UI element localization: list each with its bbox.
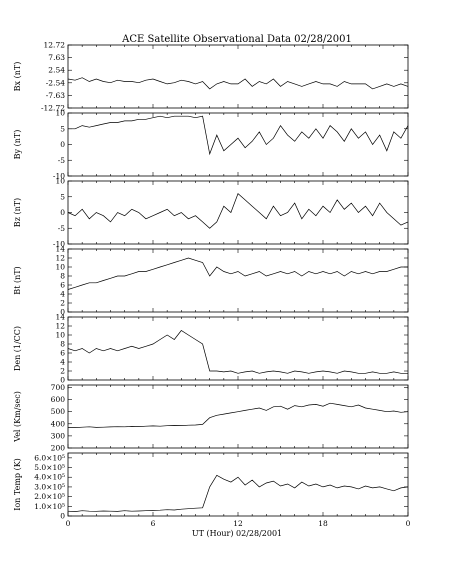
y-tick-label: 6	[60, 349, 65, 358]
y-tick-label: 10	[55, 331, 65, 340]
y-axis-label: Den (1/CC)	[13, 326, 22, 371]
y-tick-label: 0	[60, 140, 65, 149]
y-axis-label: Bx (nT)	[13, 62, 22, 92]
y-tick-label: 4.0×10⁵	[34, 473, 65, 482]
y-tick-label: -10	[53, 172, 65, 181]
y-tick-label: 5	[60, 124, 65, 133]
y-tick-label: 300	[51, 431, 66, 440]
y-tick-label: 7.63	[48, 53, 65, 62]
y-tick-label: 0	[60, 376, 65, 385]
y-tick-label: 12	[55, 322, 65, 331]
y-tick-label: 500	[51, 407, 66, 416]
y-tick-label: 4	[60, 290, 65, 299]
y-tick-label: 6.0×10⁵	[34, 453, 65, 462]
x-tick-label: 0	[66, 519, 71, 528]
x-tick-label: 12	[233, 519, 243, 528]
panel-frame	[67, 248, 409, 313]
data-series-line	[67, 402, 409, 428]
panel-frame	[67, 180, 409, 245]
panel-3: 10 5 0 -5 -10 Bz (nT)	[13, 177, 409, 249]
data-series-line	[67, 474, 409, 512]
y-tick-label: 2	[60, 299, 65, 308]
panel-1: 12.72 7.63 2.54 -2.54 -7.63 -12.72 Bx (nT)	[13, 41, 409, 113]
y-tick-label: -12.72	[41, 104, 65, 113]
y-tick-label: 10	[55, 109, 65, 118]
y-axis-label: Vel (Km/sec)	[13, 391, 22, 443]
panel-frame	[67, 384, 409, 449]
panel-6: 700 600 500 400 300 200 Vel (Km/sec)	[13, 383, 409, 453]
y-tick-label: 700	[51, 383, 66, 392]
y-axis-label: Bt (nT)	[13, 266, 22, 294]
data-series-line	[67, 193, 409, 229]
y-axis-label: Ion Temp (K)	[13, 458, 22, 511]
y-tick-label: 2.0×10⁵	[34, 492, 65, 501]
y-tick-label: 400	[51, 419, 66, 428]
y-tick-label: -2.54	[46, 78, 65, 87]
panel-frame	[67, 452, 409, 517]
x-tick-label: 18	[318, 519, 328, 528]
x-tick-label: 6	[151, 519, 156, 528]
y-tick-label: 6	[60, 281, 65, 290]
y-tick-label: -5	[58, 156, 66, 165]
y-tick-label: 2	[60, 367, 65, 376]
y-tick-label: 5.0×10⁵	[34, 463, 65, 472]
y-tick-label: 12.72	[44, 41, 66, 50]
y-tick-label: 600	[51, 395, 66, 404]
x-tick-labels: 0 6 12 18 0	[66, 519, 411, 528]
data-series-line	[67, 257, 408, 290]
y-tick-label: 4	[60, 358, 65, 367]
y-tick-label: 12	[55, 254, 65, 263]
data-series-line	[68, 115, 409, 156]
y-tick-label: -7.63	[46, 91, 65, 100]
y-tick-label: 0	[60, 512, 65, 521]
data-series-line	[67, 77, 409, 90]
y-tick-label: 14	[55, 245, 65, 254]
y-axis-label: Bz (nT)	[13, 198, 22, 227]
y-tick-label: 1.0×10⁵	[34, 502, 65, 511]
y-tick-label: 200	[51, 444, 66, 453]
panel-frame	[67, 316, 409, 381]
y-tick-label: 0	[60, 308, 65, 317]
panel-2: 10 5 0 -5 -10 By (nT)	[13, 109, 409, 181]
y-tick-label: 2.54	[48, 66, 65, 75]
panel-7: 6.0×10⁵5.0×10⁵4.0×10⁵3.0×10⁵2.0×10⁵1.0×1…	[13, 452, 409, 521]
y-tick-label: 14	[55, 313, 65, 322]
y-tick-label: 8	[60, 340, 65, 349]
x-axis-label: UT (Hour) 02/28/2001	[192, 529, 282, 538]
y-tick-label: -10	[53, 240, 65, 249]
data-series-line	[67, 330, 408, 374]
x-tick-label: 0	[406, 519, 411, 528]
y-tick-label: -5	[58, 224, 66, 233]
y-tick-label: 5	[60, 192, 65, 201]
y-tick-label: 10	[55, 263, 65, 272]
y-tick-label: 10	[55, 177, 65, 186]
y-tick-label: 8	[60, 272, 65, 281]
panel-frame	[67, 44, 409, 109]
y-axis-label: By (nT)	[13, 130, 22, 160]
chart-title: ACE Satellite Observational Data 02/28/2…	[121, 34, 352, 45]
y-tick-label: 3.0×10⁵	[34, 482, 65, 491]
y-tick-label: 0	[60, 208, 65, 217]
